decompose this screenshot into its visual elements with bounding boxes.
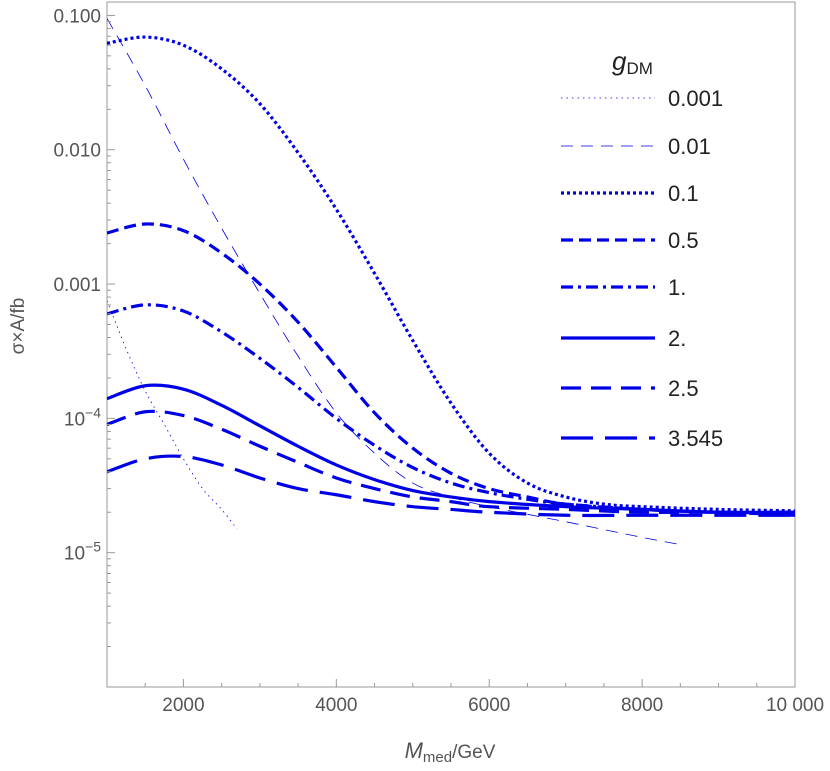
legend-label-1: 0.01 [668,134,711,159]
series-line-3 [107,222,795,515]
series-line-4 [107,303,795,515]
y-tick-label: 0.100 [53,6,101,27]
x-tick-label: 10 000 [766,695,824,716]
legend-label-7: 3.545 [668,426,723,451]
series-line-1 [107,18,681,545]
x-axis-label: Mmed/GeV [405,738,496,766]
legend-title: gDM [612,46,653,78]
y-tick-label-power: 10−4 [64,404,101,430]
y-tick-label: 0.010 [53,141,101,162]
x-tick-label: 4000 [315,695,357,716]
legend-label-0: 0.001 [668,86,723,111]
legend-label-3: 0.5 [668,228,699,253]
legend-label-4: 1. [668,275,686,300]
series-line-7 [107,454,795,518]
series-line-2 [107,35,795,513]
series-line-0 [107,300,238,530]
series-line-5 [107,383,795,515]
legend-label-2: 0.1 [668,181,699,206]
x-tick-label: 2000 [162,695,204,716]
legend-label-5: 2. [668,326,686,351]
series-line-6 [107,409,795,517]
y-tick-label-power: 10−5 [64,539,101,565]
y-axis-label: σ×A/fb [8,298,29,355]
x-tick-label: 6000 [468,695,510,716]
x-tick-label: 8000 [621,695,663,716]
y-tick-label: 0.001 [53,275,101,296]
legend-label-6: 2.5 [668,376,699,401]
